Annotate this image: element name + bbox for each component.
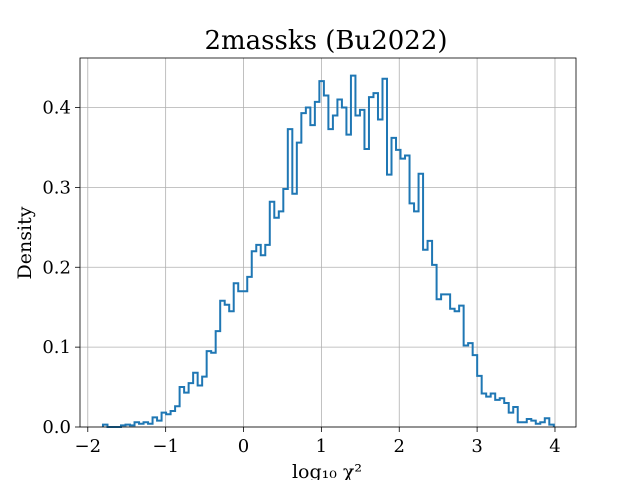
x-tick-label: −2 xyxy=(75,436,102,457)
x-tick-label: 3 xyxy=(471,436,482,457)
y-tick-label: 0.2 xyxy=(42,257,71,278)
x-tick-label: −1 xyxy=(152,436,179,457)
x-axis-ticks: −2 −1 0 1 2 3 4 xyxy=(75,427,561,457)
y-axis-label: Density xyxy=(14,206,36,279)
y-tick-label: 0.3 xyxy=(42,177,71,198)
x-tick-label: 0 xyxy=(238,436,249,457)
y-axis-ticks: 0.0 0.1 0.2 0.3 0.4 xyxy=(42,98,80,438)
y-tick-label: 0.1 xyxy=(42,337,71,358)
y-tick-label: 0.0 xyxy=(42,417,71,438)
histogram-step-line xyxy=(101,74,555,428)
grid-lines xyxy=(80,58,576,428)
x-tick-label: 2 xyxy=(394,436,405,457)
x-tick-label: 1 xyxy=(316,436,327,457)
chart-title: 2massks (Bu2022) xyxy=(204,26,447,56)
x-axis-label: log₁₀ χ² xyxy=(292,461,362,480)
plot-frame xyxy=(79,57,577,428)
y-tick-label: 0.4 xyxy=(42,98,71,119)
x-tick-label: 4 xyxy=(549,436,560,457)
